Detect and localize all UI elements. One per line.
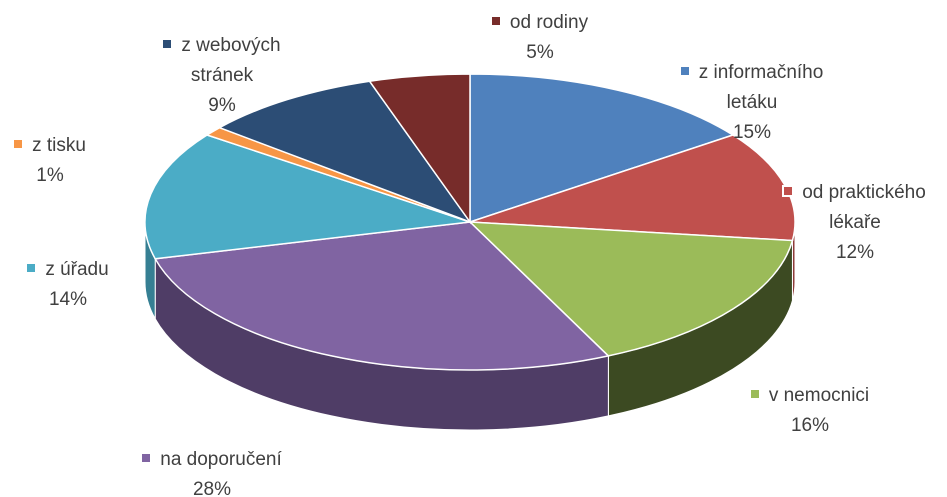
value-label: 12% [835,242,875,263]
value-label: 28% [117,475,307,497]
slice [144,134,471,260]
category-name: z webových stránek [181,35,281,86]
data-label: z informačního letáku 15% [662,58,842,148]
legend-marker [750,389,759,398]
legend-marker [491,16,500,25]
legend-marker [27,263,36,272]
slice [217,80,473,224]
category-name: od rodiny [509,12,589,33]
percent-sign: % [214,479,232,497]
data-label: z úřadu 14% [13,255,123,315]
category-name: z úřadu [45,259,109,280]
data-label: na doporučení 28% [117,445,307,497]
value-label: 14% [48,289,88,310]
percent-sign: % [754,122,772,143]
value-label: 1% [36,165,64,186]
percent-sign: % [218,95,236,116]
value-label: 16% [790,415,830,436]
data-label: z tisku 1% [0,131,100,191]
percent-sign: % [857,242,875,263]
percent-sign: % [70,289,88,310]
category-name: z informačního letáku [698,62,824,113]
legend-marker [14,139,23,148]
legend-marker [782,184,795,197]
category-name: v nemocnici [768,385,870,406]
legend-marker [680,66,689,75]
legend-marker [142,453,151,462]
data-label: z webových stránek 9% [147,31,297,121]
value-label: 9% [208,95,236,116]
slice [469,134,796,242]
slice [368,73,471,225]
category-name: z tisku [32,135,86,156]
value-label: 15% [732,122,772,143]
value-label: 5% [526,42,554,63]
slice [154,221,610,371]
category-name: od praktického lékaře [802,182,926,233]
slice [468,221,794,357]
data-label: v nemocnici 16% [725,381,895,441]
legend-marker [163,39,172,48]
slice [469,73,735,224]
percent-sign: % [46,165,64,186]
data-label: od rodiny 5% [475,8,605,68]
data-label: od praktického lékaře 12% [768,178,943,268]
percent-sign: % [812,415,830,436]
percent-sign: % [536,42,554,63]
category-name: na doporučení [160,449,282,470]
